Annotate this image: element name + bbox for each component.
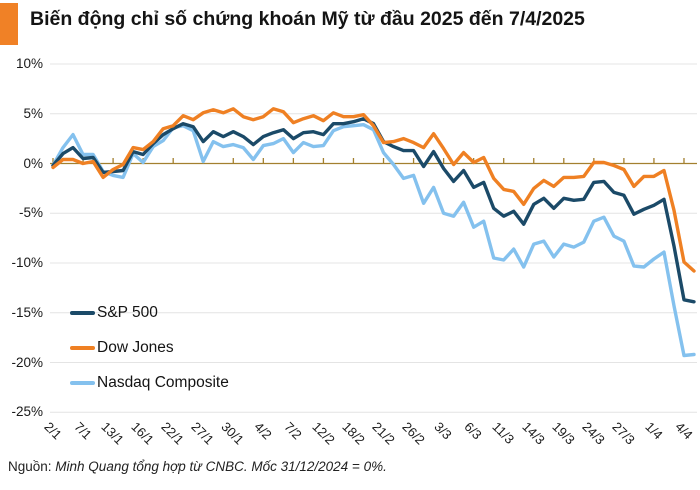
y-tick-label: -5% [18,205,43,221]
chart-title: Biến động chỉ số chứng khoán Mỹ từ đầu 2… [30,8,585,30]
y-tick-label: -15% [11,304,43,320]
y-tick-label: -10% [11,255,43,270]
y-tick-label: -20% [11,354,43,370]
legend-swatch-icon [70,345,95,350]
source-note: Nguồn: Minh Quang tổng hợp từ CNBC. Mốc … [8,459,387,474]
legend-swatch-icon [70,380,95,385]
source-text: Minh Quang tổng hợp từ CNBC. Mốc 31/12/2… [51,459,387,474]
legend-label: Dow Jones [97,338,174,356]
source-prefix: Nguồn: [8,459,52,474]
legend-item: Nasdaq Composite [70,365,229,400]
legend-label: Nasdaq Composite [97,373,229,391]
legend-item: S&P 500 [70,295,229,330]
y-tick-label: 0% [23,155,43,171]
legend-label: S&P 500 [97,303,158,321]
y-tick-label: -25% [11,404,43,420]
title-accent-square [0,3,18,45]
series-line-nasdaq-composite [51,122,696,358]
legend: S&P 500 Dow Jones Nasdaq Composite [70,295,229,400]
y-tick-label: 5% [23,105,43,121]
y-tick-label: 10% [15,56,43,71]
series-line-dow-jones [51,107,696,273]
legend-swatch-icon [70,310,95,315]
legend-item: Dow Jones [70,330,229,365]
